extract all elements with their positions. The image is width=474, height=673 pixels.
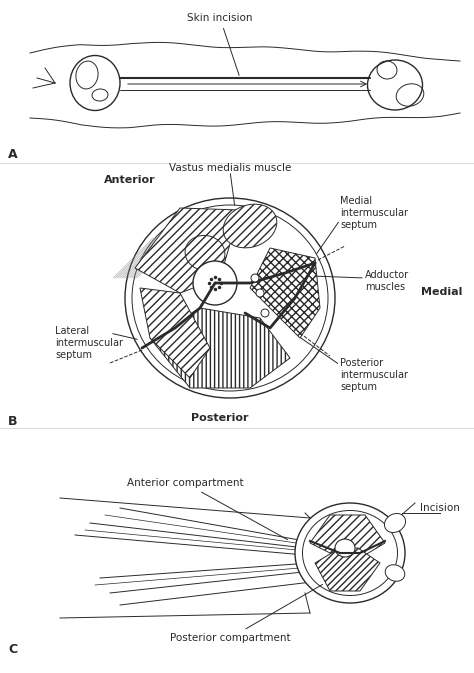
Circle shape [193,261,237,305]
Ellipse shape [295,503,405,603]
Text: Medial: Medial [420,287,462,297]
Circle shape [251,274,259,282]
Text: Posterior compartment: Posterior compartment [170,584,323,643]
Text: Lateral
intermuscular
septum: Lateral intermuscular septum [55,326,123,361]
Polygon shape [140,288,210,378]
Text: Posterior: Posterior [191,413,249,423]
Circle shape [261,309,269,317]
Polygon shape [250,248,320,338]
Text: Incision: Incision [420,503,460,513]
Text: Medial
intermuscular
septum: Medial intermuscular septum [340,196,408,230]
Ellipse shape [223,204,277,248]
Text: B: B [8,415,18,428]
Ellipse shape [385,565,405,581]
Text: A: A [8,148,18,161]
Polygon shape [150,308,290,388]
Ellipse shape [185,236,225,271]
Text: C: C [8,643,17,656]
Text: Adductor
muscles: Adductor muscles [365,270,409,292]
Circle shape [256,289,264,297]
Text: Vastus medialis muscle: Vastus medialis muscle [169,163,291,173]
Polygon shape [135,208,240,293]
Polygon shape [310,515,385,558]
Ellipse shape [384,513,406,532]
Text: Anterior: Anterior [104,175,156,185]
Ellipse shape [335,539,355,557]
Polygon shape [315,548,380,591]
Text: Skin incision: Skin incision [187,13,253,75]
Text: Posterior
intermuscular
septum: Posterior intermuscular septum [340,357,408,392]
Text: Anterior compartment: Anterior compartment [127,478,288,540]
